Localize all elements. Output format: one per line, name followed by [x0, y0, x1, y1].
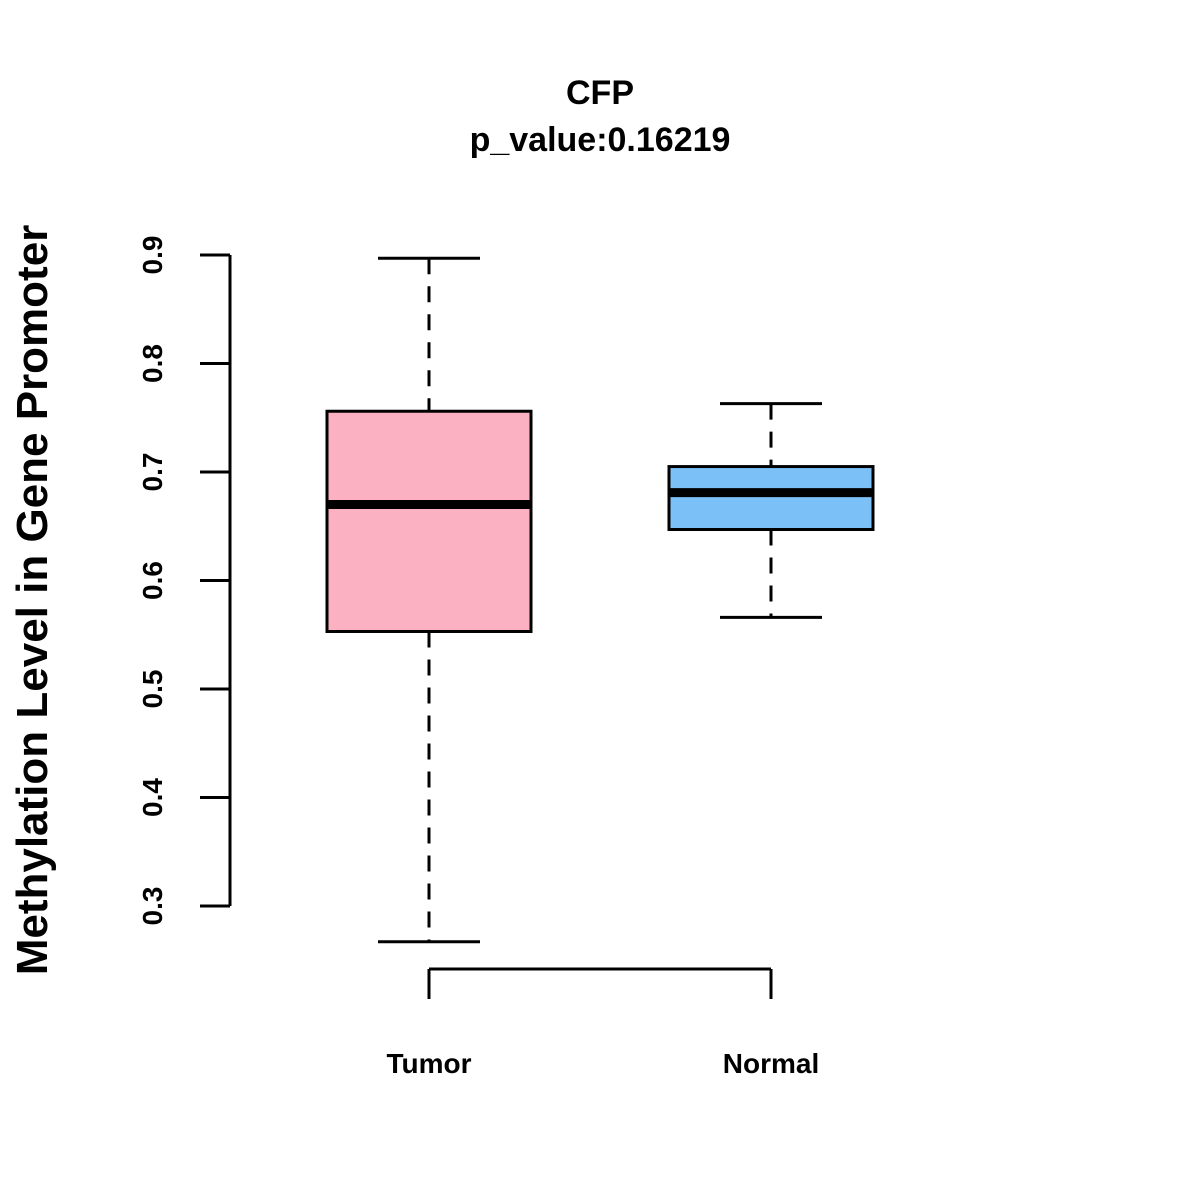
y-tick-label: 0.6	[137, 561, 168, 600]
y-tick-label: 0.8	[137, 344, 168, 383]
x-tick-label-normal: Normal	[723, 1048, 819, 1079]
boxes-group	[325, 256, 875, 944]
box-tumor	[325, 256, 533, 944]
y-tick-label: 0.7	[137, 453, 168, 492]
x-axis: Tumor Normal	[386, 967, 819, 1079]
y-tick-label: 0.4	[137, 778, 168, 817]
iqr-box-normal	[667, 465, 875, 532]
y-tick-label: 0.3	[137, 887, 168, 926]
chart-title: CFP	[566, 74, 634, 112]
y-tick-label: 0.5	[137, 670, 168, 709]
iqr-box-tumor	[325, 409, 533, 633]
chart-subtitle: p_value:0.16219	[470, 121, 731, 159]
y-axis-label: Methylation Level in Gene Promoter	[8, 225, 57, 976]
y-tick-label: 0.9	[137, 236, 168, 275]
y-axis: 0.3 0.4 0.5 0.6 0.7 0.8 0.9	[137, 236, 232, 926]
x-tick-label-tumor: Tumor	[386, 1048, 471, 1079]
box-normal	[667, 402, 875, 619]
